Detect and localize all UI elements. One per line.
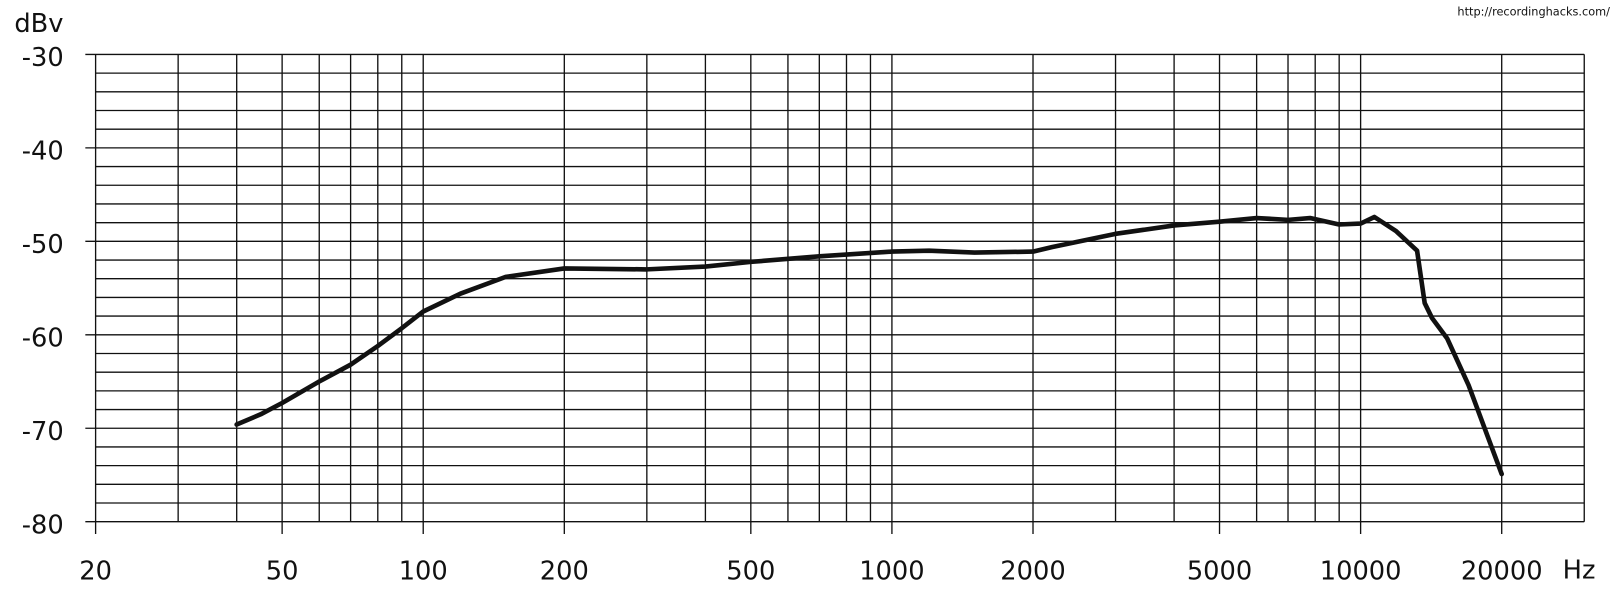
x-tick-label: 50 [266,557,299,587]
x-tick-label: 20000 [1461,557,1543,587]
x-tick-label: 500 [726,557,775,587]
y-tick-label: -30 [22,43,64,73]
x-tick-label: 2000 [1000,557,1065,587]
source-url: http://recordinghacks.com/ [1457,5,1610,18]
y-axis-label: dBv [14,9,63,39]
response-curve [234,214,1505,477]
y-tick-label: -50 [22,230,64,260]
x-tick-label: 100 [399,557,448,587]
x-tick-label: 10000 [1320,557,1402,587]
y-tick-label: -70 [22,417,64,447]
x-tick-label: 20 [79,557,112,587]
x-tick-label: 200 [540,557,589,587]
y-tick-label: -60 [22,323,64,353]
y-tick-label: -80 [22,510,64,540]
y-tick-label: -40 [22,137,64,167]
x-axis-label: Hz [1563,556,1596,586]
x-tick-label: 1000 [859,557,924,587]
x-tick-label: 5000 [1187,557,1252,587]
